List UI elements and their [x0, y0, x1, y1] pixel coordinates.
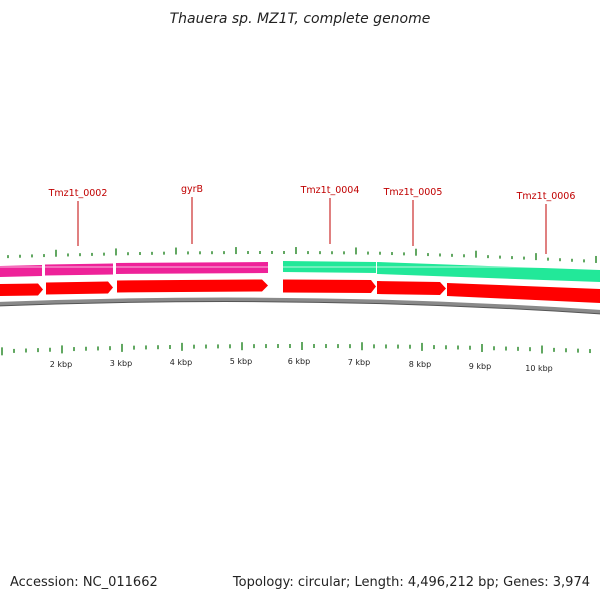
- feature-magenta-3: [116, 262, 268, 274]
- scale-label: 5 kbp: [230, 357, 252, 366]
- top-tick-row: [7, 247, 597, 263]
- genome-summary-text: Topology: circular; Length: 4,496,212 bp…: [232, 575, 590, 590]
- gene-label: Tmz1t_0005: [383, 187, 443, 198]
- accession-text: Accession: NC_011662: [10, 575, 158, 590]
- cds-arrow-2: [46, 281, 113, 295]
- scale-labels: 2 kbp 3 kbp 4 kbp 5 kbp 6 kbp 7 kbp 8 kbp 9 kbp…: [50, 357, 553, 373]
- genome-backbone: [0, 297, 600, 314]
- gene-label: Tmz1t_0002: [48, 188, 108, 199]
- feature-magenta-1: [0, 265, 42, 277]
- gene-labels: Tmz1t_0002 gyrB Tmz1t_0004 Tmz1t_0005 Tmz1t_…: [48, 184, 576, 202]
- cds-track: [0, 279, 600, 303]
- feature-highlight: [0, 266, 600, 268]
- genome-backbone-shadow: [0, 301, 600, 315]
- feature-magenta-2: [45, 263, 113, 276]
- scale-label: 2 kbp: [50, 360, 72, 369]
- feature-track: [0, 261, 600, 282]
- map-title: Thauera sp. MZ1T, complete genome: [170, 11, 431, 27]
- cds-arrow-5: [377, 281, 446, 295]
- gene-label: gyrB: [181, 184, 203, 195]
- scale-label: 6 kbp: [288, 357, 310, 366]
- scale-label: 8 kbp: [409, 360, 431, 369]
- gene-label: Tmz1t_0006: [516, 191, 576, 202]
- feature-green-1: [283, 261, 376, 273]
- cds-arrow-6: [447, 283, 600, 303]
- gene-label-lines: [77, 197, 547, 254]
- scale-label: 7 kbp: [348, 358, 370, 367]
- scale-label: 10 kbp: [525, 364, 553, 373]
- cds-arrow-3: [117, 279, 268, 293]
- scale-label: 9 kbp: [469, 362, 491, 371]
- cds-arrow-1: [0, 283, 43, 296]
- feature-green-2: [377, 262, 600, 282]
- scale-label: 4 kbp: [170, 358, 192, 367]
- gene-label: Tmz1t_0004: [300, 185, 360, 196]
- bottom-tick-row: [1, 342, 591, 356]
- cds-arrow-4: [283, 279, 376, 293]
- scale-label: 3 kbp: [110, 359, 132, 368]
